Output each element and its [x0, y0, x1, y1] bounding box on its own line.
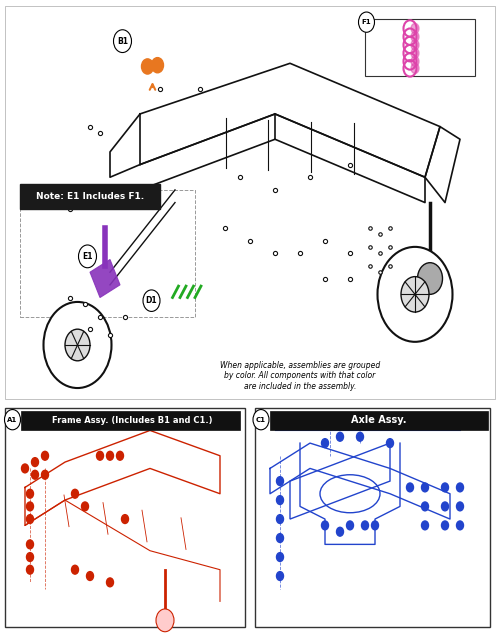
Circle shape — [86, 572, 94, 580]
Text: F1: F1 — [362, 19, 372, 25]
Circle shape — [362, 521, 368, 530]
Circle shape — [422, 502, 428, 511]
Circle shape — [106, 578, 114, 587]
Circle shape — [116, 451, 123, 460]
Circle shape — [26, 489, 34, 498]
Circle shape — [336, 527, 344, 536]
Circle shape — [82, 502, 88, 511]
Text: When applicable, assemblies are grouped
by color. All components with that color: When applicable, assemblies are grouped … — [220, 361, 380, 391]
Circle shape — [42, 470, 48, 479]
Circle shape — [276, 477, 283, 486]
Circle shape — [276, 553, 283, 561]
Circle shape — [411, 63, 419, 73]
Text: E1: E1 — [82, 252, 93, 261]
Circle shape — [406, 483, 414, 492]
Circle shape — [276, 534, 283, 542]
Circle shape — [411, 40, 419, 50]
Circle shape — [456, 502, 464, 511]
Circle shape — [65, 329, 90, 361]
Circle shape — [26, 553, 34, 561]
Bar — [270, 411, 488, 430]
Circle shape — [26, 515, 34, 523]
Bar — [20, 184, 160, 209]
Text: Frame Assy. (Includes B1 and C1.): Frame Assy. (Includes B1 and C1.) — [52, 416, 212, 425]
Text: A1: A1 — [8, 417, 18, 423]
Circle shape — [96, 451, 103, 460]
Circle shape — [442, 502, 448, 511]
Circle shape — [42, 451, 48, 460]
Text: Axle Assy.: Axle Assy. — [351, 415, 406, 425]
Circle shape — [122, 515, 128, 523]
Circle shape — [356, 432, 364, 441]
Circle shape — [152, 58, 164, 73]
Circle shape — [322, 521, 328, 530]
Circle shape — [411, 48, 419, 58]
Circle shape — [253, 410, 269, 430]
Circle shape — [456, 521, 464, 530]
Circle shape — [411, 56, 419, 66]
Circle shape — [411, 32, 419, 42]
Circle shape — [422, 483, 428, 492]
Circle shape — [322, 439, 328, 448]
Circle shape — [442, 521, 448, 530]
Text: C1: C1 — [256, 417, 266, 423]
Circle shape — [143, 290, 160, 311]
Bar — [21, 411, 240, 430]
Circle shape — [156, 609, 174, 632]
Circle shape — [4, 410, 20, 430]
Text: D1: D1 — [146, 296, 158, 305]
Circle shape — [32, 458, 38, 467]
Circle shape — [411, 23, 419, 34]
Text: B1: B1 — [117, 37, 128, 46]
Circle shape — [72, 565, 78, 574]
Bar — [365, 19, 475, 76]
Circle shape — [106, 451, 114, 460]
Circle shape — [276, 572, 283, 580]
Circle shape — [456, 483, 464, 492]
Circle shape — [114, 30, 132, 53]
Circle shape — [26, 540, 34, 549]
Circle shape — [358, 12, 374, 32]
Text: Note: E1 Includes F1.: Note: E1 Includes F1. — [36, 192, 144, 201]
Circle shape — [26, 565, 34, 574]
Circle shape — [346, 521, 354, 530]
Circle shape — [276, 496, 283, 505]
Circle shape — [378, 247, 452, 342]
Bar — [5, 408, 245, 627]
Circle shape — [44, 302, 112, 388]
Circle shape — [336, 432, 344, 441]
Bar — [5, 6, 495, 399]
Bar — [20, 190, 195, 316]
Circle shape — [276, 515, 283, 523]
Polygon shape — [90, 260, 120, 298]
Circle shape — [422, 521, 428, 530]
Circle shape — [372, 521, 378, 530]
Circle shape — [401, 277, 429, 312]
Circle shape — [26, 502, 34, 511]
Circle shape — [442, 483, 448, 492]
Circle shape — [32, 470, 38, 479]
Circle shape — [418, 263, 442, 294]
Circle shape — [142, 59, 154, 74]
Circle shape — [386, 439, 394, 448]
Circle shape — [78, 245, 96, 268]
Circle shape — [22, 464, 29, 473]
Circle shape — [72, 489, 78, 498]
Bar — [255, 408, 490, 627]
